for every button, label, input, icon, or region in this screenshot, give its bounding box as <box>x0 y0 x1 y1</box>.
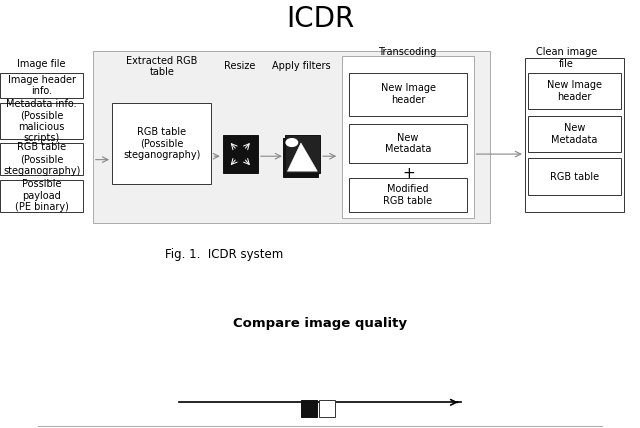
Text: New
Metadata: New Metadata <box>385 133 431 154</box>
Text: Transcoding: Transcoding <box>378 47 436 57</box>
Text: New Image
header: New Image header <box>547 80 602 102</box>
Text: RGB table
(Possible
steganography): RGB table (Possible steganography) <box>3 143 80 175</box>
FancyBboxPatch shape <box>349 178 467 212</box>
Text: Clean image
file: Clean image file <box>536 47 597 68</box>
FancyBboxPatch shape <box>528 73 621 109</box>
Text: +: + <box>402 166 415 181</box>
FancyBboxPatch shape <box>349 124 467 163</box>
Circle shape <box>286 139 298 146</box>
Text: ICDR: ICDR <box>286 5 354 33</box>
FancyBboxPatch shape <box>528 158 621 195</box>
FancyBboxPatch shape <box>283 138 318 177</box>
FancyBboxPatch shape <box>301 400 317 417</box>
Text: RGB table
(Possible
steganography): RGB table (Possible steganography) <box>123 127 200 160</box>
Text: New
Metadata: New Metadata <box>551 123 598 145</box>
Text: Fig. 1.  ICDR system: Fig. 1. ICDR system <box>165 248 283 261</box>
Text: Apply filters: Apply filters <box>272 61 331 71</box>
FancyBboxPatch shape <box>0 73 83 98</box>
FancyBboxPatch shape <box>223 135 258 173</box>
FancyBboxPatch shape <box>0 103 83 139</box>
FancyBboxPatch shape <box>319 400 335 417</box>
FancyBboxPatch shape <box>0 143 83 175</box>
Text: Extracted RGB
table: Extracted RGB table <box>126 56 198 77</box>
Text: Image header
info.: Image header info. <box>8 75 76 96</box>
Text: Metadata info.
(Possible
malicious
scripts): Metadata info. (Possible malicious scrip… <box>6 98 77 143</box>
Text: Modified
RGB table: Modified RGB table <box>383 184 433 205</box>
FancyBboxPatch shape <box>528 116 621 152</box>
Polygon shape <box>287 143 317 171</box>
FancyBboxPatch shape <box>112 103 211 184</box>
FancyBboxPatch shape <box>349 73 467 116</box>
FancyBboxPatch shape <box>525 58 624 212</box>
Text: Compare image quality: Compare image quality <box>233 317 407 330</box>
Text: Possible
payload
(PE binary): Possible payload (PE binary) <box>15 179 68 212</box>
Text: Image file: Image file <box>17 59 66 69</box>
Text: Resize: Resize <box>223 61 255 71</box>
Text: New Image
header: New Image header <box>381 83 435 105</box>
FancyBboxPatch shape <box>93 51 490 223</box>
FancyBboxPatch shape <box>285 135 320 173</box>
Text: RGB table: RGB table <box>550 172 599 181</box>
FancyBboxPatch shape <box>342 56 474 218</box>
FancyBboxPatch shape <box>0 180 83 212</box>
